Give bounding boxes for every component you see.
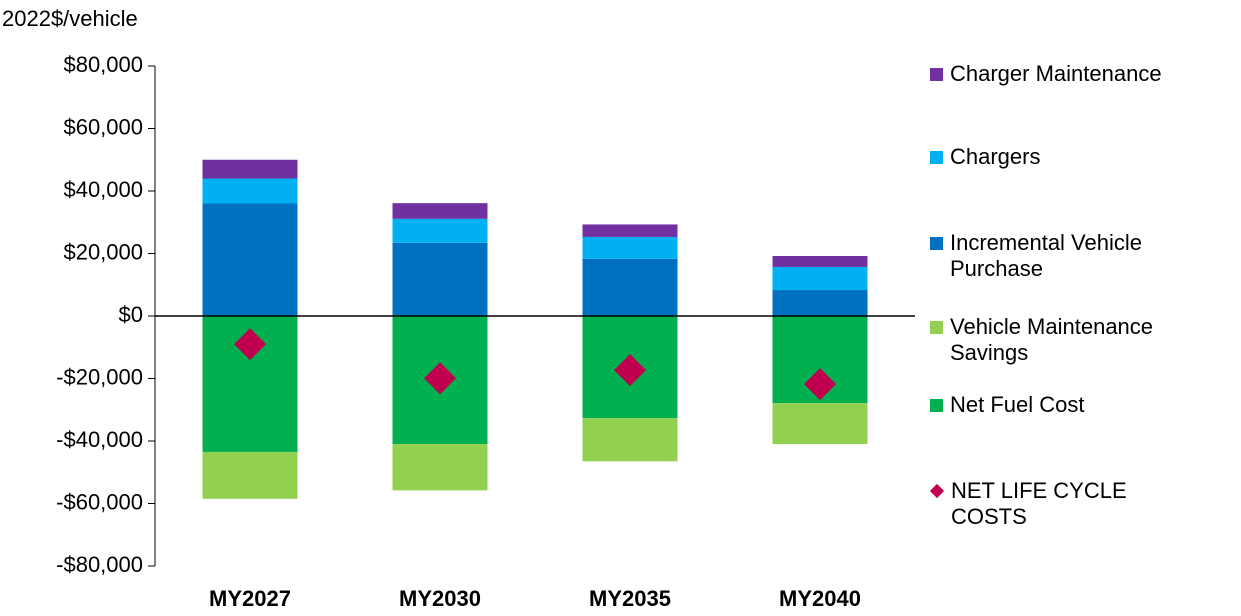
- y-tick-label: -$40,000: [56, 427, 143, 452]
- bar-segment: [202, 178, 298, 204]
- marker: [424, 362, 456, 395]
- bar-segment: [772, 256, 868, 267]
- legend-label: Vehicle Maintenance Savings: [950, 314, 1154, 365]
- y-tick-label: $0: [119, 302, 143, 327]
- bar-segment: [202, 451, 298, 499]
- chart: 2022$/vehicle -$80,000 -$60,000 -$40,000 -$…: [2, 6, 915, 611]
- bar-segment: [202, 159, 298, 179]
- legend-label: Chargers: [950, 144, 1041, 169]
- y-tick-label: $20,000: [63, 239, 143, 264]
- bar-segment: [772, 266, 868, 291]
- legend-swatch: [929, 483, 945, 499]
- legend-swatch: [930, 399, 943, 412]
- y-axis-label: 2022$/vehicle: [2, 6, 138, 31]
- bar-segment: [582, 236, 678, 259]
- bar-segment: [772, 290, 868, 316]
- bar-segment: [392, 218, 488, 243]
- marker: [804, 368, 836, 401]
- legend-item: Incremental Vehicle Purchase: [930, 230, 1210, 282]
- y-tick-label: $40,000: [63, 177, 143, 202]
- y-tick-label: -$80,000: [56, 552, 143, 577]
- marker: [614, 354, 646, 387]
- bar-segment: [772, 403, 868, 445]
- legend-item: Chargers: [930, 144, 1210, 170]
- legend-item: Charger Maintenance: [930, 61, 1210, 87]
- legend-label: Charger Maintenance: [950, 61, 1162, 86]
- y-tick-label: $80,000: [63, 52, 143, 77]
- legend-swatch: [930, 151, 943, 164]
- legend-item: Vehicle Maintenance Savings: [930, 314, 1210, 366]
- x-tick-label: MY2027: [209, 586, 291, 611]
- x-tick-label: MY2030: [399, 586, 481, 611]
- legend-item: Net Fuel Cost: [930, 392, 1210, 418]
- bar-segment: [582, 224, 678, 237]
- legend-swatch: [930, 68, 943, 81]
- marker: [234, 328, 266, 361]
- bar-segment: [202, 203, 298, 316]
- legend-label: Net Fuel Cost: [950, 392, 1085, 417]
- legend-label: Incremental Vehicle Purchase: [950, 230, 1142, 281]
- bar-segment: [392, 444, 488, 491]
- bar-segment: [582, 258, 678, 316]
- legend-swatch: [930, 237, 943, 250]
- legend-label: NET LIFE CYCLE COSTS: [951, 478, 1127, 529]
- legend-swatch: [930, 321, 943, 334]
- bar-segment: [392, 242, 488, 316]
- bar-segment: [392, 203, 488, 219]
- bar-segment: [582, 418, 678, 462]
- x-tick-label: MY2035: [589, 586, 671, 611]
- legend-item: NET LIFE CYCLE COSTS: [929, 478, 1210, 530]
- y-tick-label: -$20,000: [56, 364, 143, 389]
- x-tick-label: MY2040: [779, 586, 861, 611]
- y-tick-label: $60,000: [63, 114, 143, 139]
- y-tick-label: -$60,000: [56, 489, 143, 514]
